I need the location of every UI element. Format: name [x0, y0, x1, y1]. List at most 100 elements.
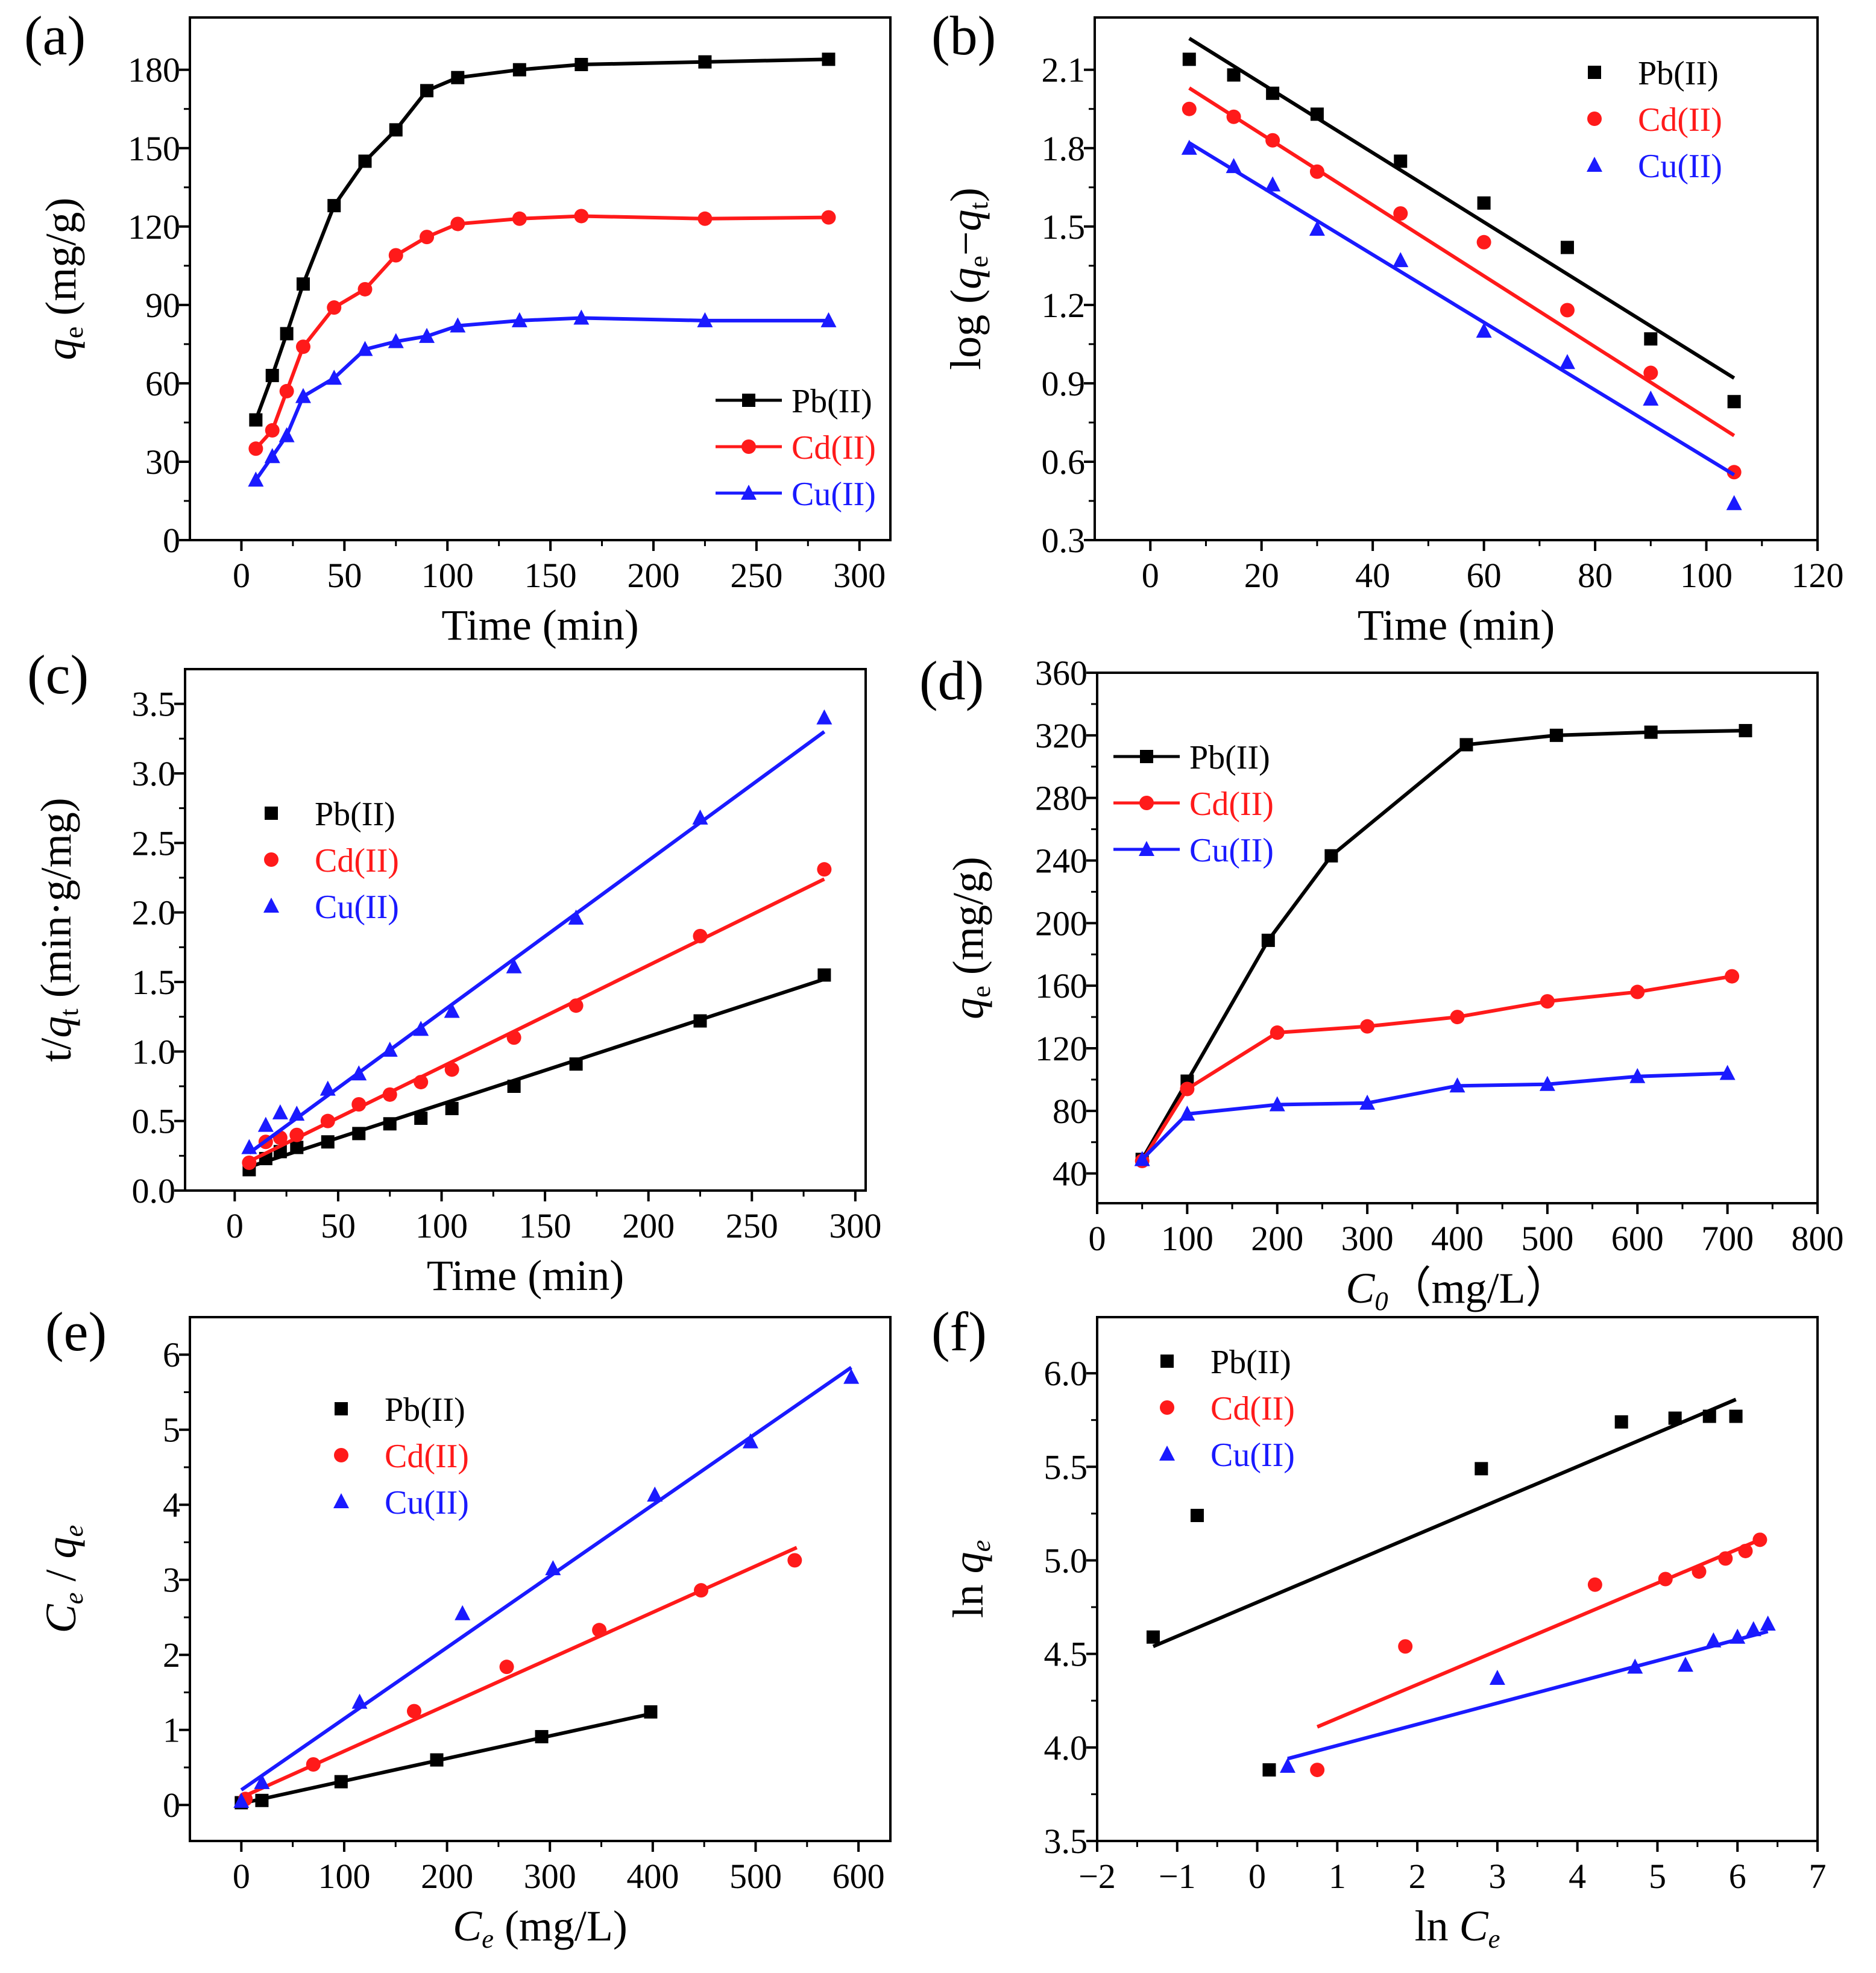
data-point: [1262, 1763, 1276, 1777]
x-tick-label: 6: [1729, 1857, 1746, 1896]
series-pbii: [242, 968, 831, 1177]
series-cdii: [242, 862, 832, 1170]
legend-entry: Pb(II): [1160, 1344, 1291, 1381]
label-part: ln: [1415, 1902, 1459, 1950]
label-part: ln: [944, 1573, 992, 1618]
data-point: [289, 1127, 304, 1142]
data-point: [1226, 109, 1241, 124]
y-tick-label: 280: [1035, 779, 1088, 818]
fit-line: [1188, 86, 1736, 438]
data-point: [351, 1693, 368, 1709]
data-point: [1729, 1409, 1743, 1423]
data-point: [1718, 1551, 1733, 1566]
data-point: [568, 909, 584, 925]
legend-entry: Cd(II): [1587, 101, 1722, 139]
x-tick-label: 150: [524, 556, 577, 595]
series-cdii: [248, 209, 836, 456]
x-tick-label: 500: [1521, 1219, 1573, 1258]
legend-marker: [334, 1448, 348, 1462]
series-line: [254, 214, 829, 450]
label-part: （mg/L）: [1388, 1264, 1569, 1312]
data-point: [1560, 303, 1575, 318]
label-part: C: [1459, 1902, 1489, 1950]
legend-marker: [1160, 1355, 1174, 1368]
label-part: C: [37, 1603, 85, 1633]
data-point: [1309, 221, 1325, 236]
data-point: [692, 809, 708, 825]
data-point: [1310, 1763, 1325, 1778]
x-tick-label: 600: [1611, 1219, 1664, 1258]
x-tick-label: 5: [1649, 1857, 1666, 1896]
data-point: [455, 1605, 471, 1620]
series-cuii: [1280, 1615, 1776, 1773]
data-point: [280, 327, 294, 341]
legend-entry: Pb(II): [1588, 55, 1719, 92]
legend-marker: [264, 852, 279, 867]
legend-entry: Cu(II): [1113, 832, 1274, 869]
data-point: [512, 211, 527, 226]
data-point: [698, 55, 712, 69]
legend-marker: [1588, 66, 1601, 79]
y-axis-title: Ce / qe: [37, 1525, 89, 1634]
legend-marker: [263, 898, 279, 913]
series-cdii: [1182, 86, 1742, 480]
y-tick-label: 3.5: [132, 685, 176, 724]
data-point: [419, 327, 435, 343]
label-part: e: [482, 1924, 494, 1954]
label-part: Time (min): [427, 1251, 624, 1300]
panel-label: (e): [45, 1301, 107, 1362]
series-pbii: [1135, 724, 1752, 1166]
x-tick-label: 300: [524, 1857, 576, 1896]
data-point: [279, 383, 294, 398]
y-tick-label: 4.0: [1044, 1728, 1088, 1767]
data-point: [1539, 1075, 1555, 1091]
data-point: [296, 277, 310, 291]
data-point: [1677, 1657, 1693, 1672]
legend-marker: [1587, 112, 1602, 126]
data-point: [1629, 1068, 1646, 1083]
legend-label: Cd(II): [315, 842, 399, 880]
y-tick-label: 6: [163, 1335, 180, 1374]
data-point: [406, 1704, 421, 1719]
data-point: [822, 52, 836, 66]
legend-marker: [1139, 841, 1154, 856]
x-tick-label: 60: [1467, 556, 1502, 595]
x-tick-label: 4: [1569, 1857, 1586, 1896]
legend-marker: [1159, 1446, 1175, 1461]
legend-entry: Pb(II): [265, 796, 395, 833]
data-point: [535, 1729, 549, 1743]
data-point: [1760, 1615, 1776, 1631]
data-point: [1540, 994, 1555, 1009]
data-point: [1261, 933, 1275, 947]
data-point: [414, 1112, 428, 1125]
data-point: [414, 1075, 429, 1090]
x-tick-label: 200: [421, 1857, 473, 1896]
series-pbii: [1146, 1397, 1743, 1777]
label-part: (mg/g): [944, 857, 992, 986]
legend-label: Cu(II): [385, 1484, 469, 1521]
legend-entry: Cu(II): [1159, 1436, 1295, 1474]
data-point: [265, 423, 280, 438]
data-point: [1179, 1106, 1195, 1121]
data-point: [334, 1775, 348, 1789]
data-point: [1226, 158, 1242, 174]
data-point: [1449, 1077, 1465, 1093]
data-point: [1730, 1628, 1746, 1644]
data-point: [1560, 241, 1574, 254]
x-tick-label: 600: [833, 1857, 885, 1896]
data-point: [320, 1113, 335, 1128]
data-point: [1309, 164, 1324, 179]
data-point: [693, 928, 708, 943]
y-axis-title: ln qe: [944, 1540, 996, 1619]
data-point: [1394, 154, 1408, 168]
x-tick-label: 300: [1341, 1219, 1394, 1258]
x-tick-label: 700: [1701, 1219, 1754, 1258]
data-point: [326, 370, 342, 385]
legend-label: Cu(II): [1638, 148, 1722, 185]
y-tick-label: 30: [145, 442, 180, 482]
label-part: t: [963, 201, 993, 209]
legend-marker: [742, 394, 755, 407]
data-point: [255, 1793, 269, 1807]
series-cuii: [241, 709, 833, 1155]
data-point: [545, 1560, 561, 1576]
